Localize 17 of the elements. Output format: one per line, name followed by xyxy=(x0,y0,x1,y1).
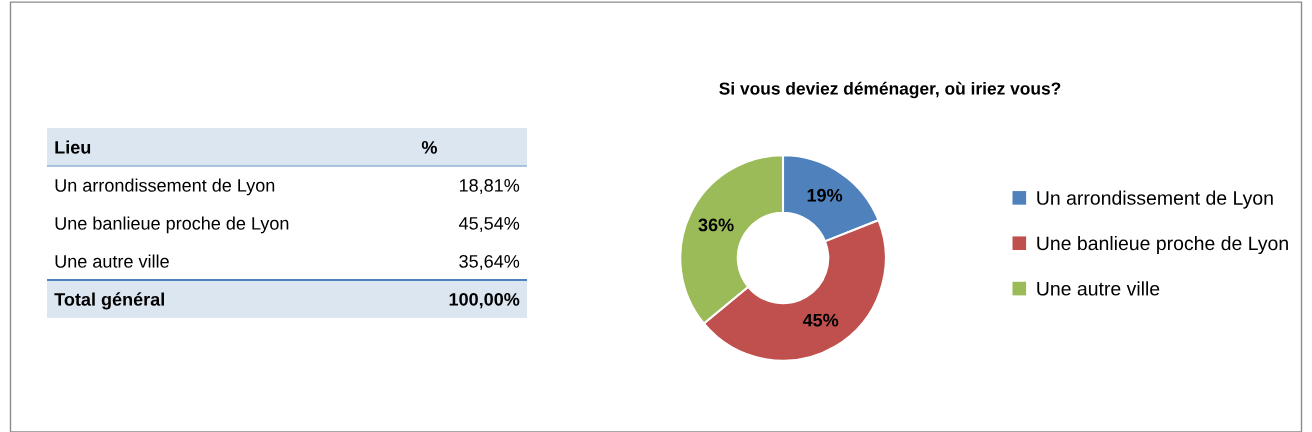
text: Total général xyxy=(54,292,164,310)
legend-label: Une banlieue proche de Lyon xyxy=(1037,235,1288,255)
text: 45,54% xyxy=(458,217,520,232)
text: Un arrondissement de Lyon xyxy=(55,178,275,196)
legend-label: Un arrondissement de Lyon xyxy=(1037,190,1273,209)
text: Une autre ville xyxy=(55,254,169,268)
text: % xyxy=(421,141,437,154)
data-label: 19% xyxy=(807,188,843,202)
data-label: 36% xyxy=(698,218,734,232)
data-label: 45% xyxy=(802,313,839,327)
legend-label: Une autre ville xyxy=(1037,281,1160,296)
text: 18,81% xyxy=(459,178,520,194)
text: Lieu xyxy=(55,140,91,154)
chart-title: Si vous deviez déménager, où iriez vous? xyxy=(719,81,1061,99)
text: Une banlieue proche de Lyon xyxy=(55,216,289,234)
text: 35,64% xyxy=(459,254,520,270)
text: 100,00% xyxy=(449,292,520,309)
